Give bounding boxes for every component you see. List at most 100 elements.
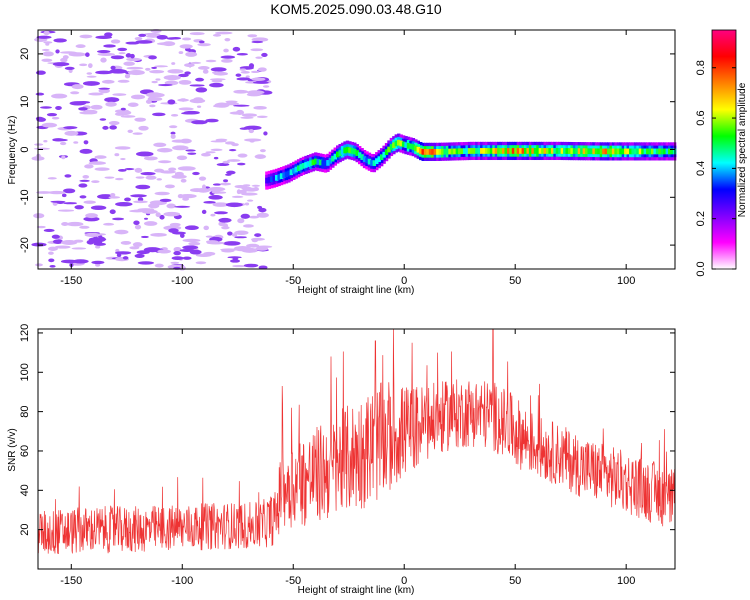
heatmap-cell [48,251,54,255]
heatmap-cell [548,148,552,154]
snr-y-tick-label: 120 [19,324,31,342]
heatmap-cell [212,202,229,207]
heatmap-cell [294,166,298,173]
heatmap-cell [168,125,178,129]
heatmap-cell [63,202,77,205]
heatmap-cell [321,160,325,166]
heatmap-cell [436,149,440,155]
spectrogram-y-tick-label: -10 [19,189,31,205]
heatmap-cell [64,130,79,136]
heatmap-cell [213,71,229,76]
heatmap-cell [117,79,130,83]
heatmap-cell [203,251,216,256]
heatmap-cell [423,149,428,155]
heatmap-cell [482,148,486,154]
heatmap-cell [170,37,182,40]
heatmap-cell [51,93,68,99]
heatmap-cell [85,52,90,57]
heatmap-cell [135,40,153,44]
snr-x-tick-label: 50 [509,575,521,587]
heatmap-cell [168,82,177,85]
heatmap-cell [212,33,222,37]
heatmap-cell [195,261,207,265]
heatmap-cell [51,234,60,239]
heatmap-cell [110,55,125,60]
heatmap-cell [112,217,125,221]
heatmap-cell [201,209,207,215]
heatmap-cell [580,148,584,155]
heatmap-cell [108,196,121,199]
heatmap-cell [173,246,182,252]
heatmap-cell [550,148,555,154]
heatmap-cell [61,155,66,160]
heatmap-cell [149,69,165,74]
heatmap-cell [158,160,172,164]
heatmap-cell [289,169,294,176]
colorbar-tick-label: 0.4 [695,161,707,176]
heatmap-cell [475,148,479,154]
heatmap-cell [594,148,599,155]
heatmap-cell [46,112,58,117]
spectrogram-x-tick-label: -150 [60,275,82,287]
heatmap-cell [126,66,144,70]
heatmap-cell [227,231,233,236]
spectrogram-y-label: Frequency (Hz) [7,116,18,185]
heatmap-cell [279,173,284,179]
heatmap-cell [43,140,48,143]
heatmap-cell [257,67,267,72]
heatmap-cell [516,148,521,154]
heatmap-cell [431,149,435,155]
heatmap-cell [176,155,188,161]
heatmap-cell [404,142,408,149]
heatmap-cell [257,205,263,210]
heatmap-cell [599,148,604,155]
heatmap-cell [246,199,254,202]
heatmap-cell [233,89,249,94]
heatmap-cell [171,62,176,65]
heatmap-cell [195,87,208,93]
heatmap-cell [88,63,93,69]
heatmap-cell [209,78,226,81]
colorbar-tick-label: 0.8 [695,60,707,75]
heatmap-cell [494,148,499,154]
heatmap-cell [240,71,250,74]
heatmap-cell [140,235,149,239]
heatmap-cell [301,162,306,169]
heatmap-cell [221,226,230,230]
heatmap-cell [82,175,90,179]
heatmap-cell [86,75,97,78]
heatmap-cell [458,148,462,155]
heatmap-cell [316,159,320,165]
heatmap-cell [168,167,177,172]
heatmap-cell [185,149,196,152]
heatmap-cell [655,148,660,155]
spectrogram-x-tick-label: 100 [617,275,635,287]
snr-y-tick-label: 60 [19,445,31,457]
heatmap-cell [205,240,219,244]
heatmap-cell [102,125,109,130]
heatmap-cell [237,162,246,166]
heatmap-cell [254,154,267,159]
heatmap-cell [86,72,93,75]
heatmap-cell [519,148,523,154]
heatmap-cell [229,259,241,263]
heatmap-cell [455,148,460,155]
heatmap-cell [138,33,147,37]
heatmap-cell [61,239,78,245]
heatmap-cell [394,140,399,147]
heatmap-cell [504,148,508,154]
heatmap-cell [61,222,69,226]
heatmap-cell [174,205,191,208]
heatmap-cell [110,39,121,44]
heatmap-cell [109,209,116,215]
heatmap-cell [219,182,232,186]
snr-x-tick-label: -50 [285,575,301,587]
spectrogram-y-tick-label: 20 [19,48,31,60]
heatmap-cell [147,97,163,102]
heatmap-cell [100,57,107,63]
heatmap-cell [499,148,503,154]
heatmap-cell [440,148,445,155]
heatmap-cell [90,104,103,110]
heatmap-cell [143,221,158,226]
heatmap-cell [134,253,145,258]
